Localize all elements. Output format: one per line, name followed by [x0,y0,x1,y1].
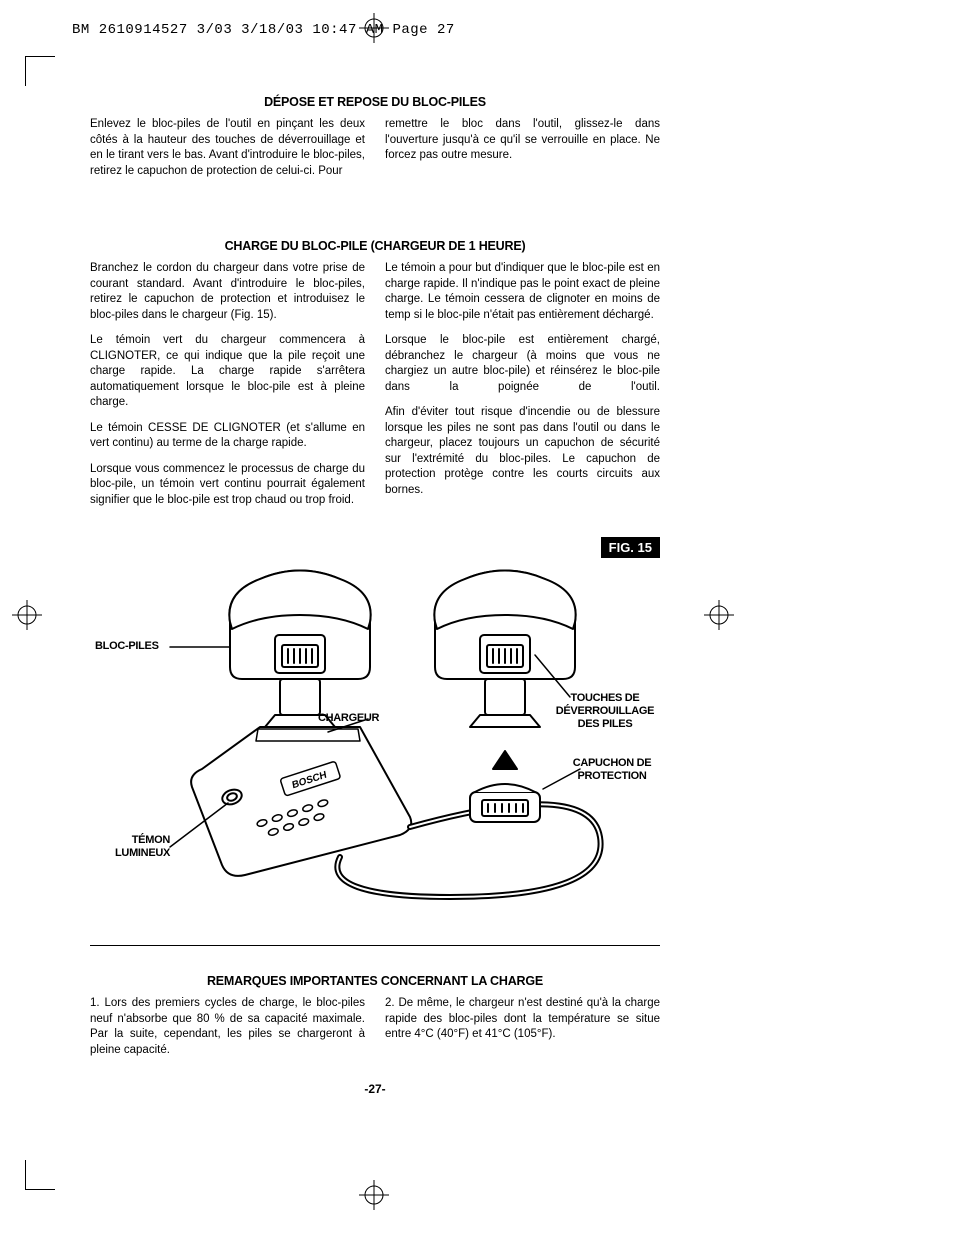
figure-15: FIG. 15 [90,537,660,927]
section3-body: 1. Lors des premiers cycles de charge, l… [90,996,660,1058]
label-temoin: TÉMON LUMINEUX [115,834,170,859]
section3-p2: 2. De même, le chargeur n'est destiné qu… [385,996,660,1043]
section2-p7: Afin d'éviter tout risque d'incendie ou … [385,405,660,498]
label-touches-l1: TOUCHES DE [571,692,640,704]
registration-mark-bottom [359,1180,389,1210]
crop-mark-tl [25,56,55,86]
section2-p4: Lorsque vous commencez le processus de c… [90,462,365,509]
section2-p6: Lorsque le bloc-pile est entièrement cha… [385,333,660,395]
crop-mark-bl [25,1160,55,1190]
label-capuchon-l2: PROTECTION [577,770,646,782]
label-touches-l3: DES PILES [578,718,633,730]
registration-mark-right [704,600,734,630]
figure-drawing: BOSCH [90,537,660,927]
section1-title: DÉPOSE ET REPOSE DU BLOC-PILES [90,95,660,109]
section1-p1: Enlevez le bloc-piles de l'outil en pinç… [90,117,365,179]
divider [90,945,660,946]
label-touches: TOUCHES DE DÉVERROUILLAGE DES PILES [550,692,660,730]
label-temoin-l2: LUMINEUX [115,847,170,859]
label-bloc-piles: BLOC-PILES [95,640,159,653]
section2-p1: Branchez le cordon du chargeur dans votr… [90,261,365,323]
label-chargeur: CHARGEUR [318,712,379,725]
header-meta: BM 2610914527 3/03 3/18/03 10:47 AM Page… [72,22,455,38]
section2-p3: Le témoin CESSE DE CLIGNOTER (et s'allum… [90,421,365,452]
registration-mark-left [12,600,42,630]
section3-title: REMARQUES IMPORTANTES CONCERNANT LA CHAR… [90,974,660,988]
label-capuchon-l1: CAPUCHON DE [573,757,652,769]
label-touches-l2: DÉVERROUILLAGE [556,705,654,717]
section2-body: Branchez le cordon du chargeur dans votr… [90,261,660,513]
section3-p1: 1. Lors des premiers cycles de charge, l… [90,996,365,1058]
page-number: -27- [90,1082,660,1096]
label-temoin-l1: TÉMON [132,834,170,846]
section2-p5: Le témoin a pour but d'indiquer que le b… [385,261,660,323]
section1-body: Enlevez le bloc-piles de l'outil en pinç… [90,117,660,179]
page-content: DÉPOSE ET REPOSE DU BLOC-PILES Enlevez l… [90,95,660,1096]
section2-title: CHARGE DU BLOC-PILE (CHARGEUR DE 1 HEURE… [90,239,660,253]
section2-p2: Le témoin vert du chargeur commencera à … [90,333,365,411]
section1-p2: remettre le bloc dans l'outil, glissez-l… [385,117,660,164]
label-capuchon: CAPUCHON DE PROTECTION [562,757,662,782]
